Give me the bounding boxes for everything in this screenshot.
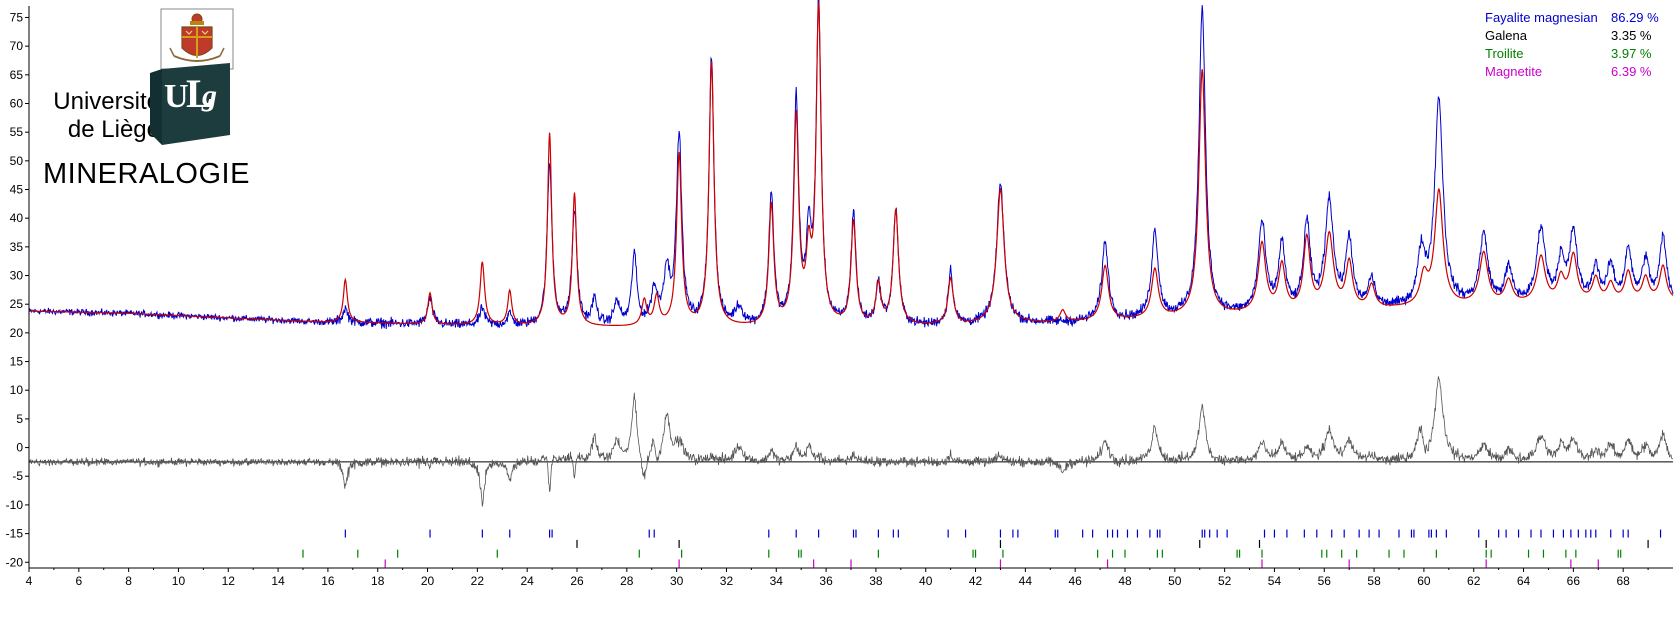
x-tick-label: 66 [1567,574,1581,588]
x-tick-label: 6 [75,574,82,588]
x-tick-label: 22 [471,574,485,588]
y-tick-label: -5 [12,469,23,483]
x-tick-label: 44 [1019,574,1033,588]
x-tick-label: 30 [670,574,684,588]
y-tick-label: 70 [10,39,24,53]
difference-layer [28,376,1674,507]
legend-name: Galena [1485,28,1527,43]
y-tick-label: -20 [6,555,24,569]
x-tick-label: 8 [125,574,132,588]
y-tick-label: 75 [10,10,24,24]
calculated-series-line [29,1,1674,326]
x-tick-label: 36 [819,574,833,588]
svg-text:U: U [164,78,189,115]
series-layer [28,0,1674,330]
x-tick-label: 18 [371,574,385,588]
x-tick-label: 60 [1417,574,1431,588]
y-tick-label: 0 [16,441,23,455]
axes-layer: -20 -15 -10 -5 0 5 10 15 20 25 30 35 40 45 50 55 60 65 70 7… [6,6,1673,588]
reflection-ticks-layer [302,529,1662,568]
x-tick-label: 52 [1218,574,1232,588]
x-tick-label: 56 [1318,574,1332,588]
y-tick-label: 35 [10,240,24,254]
x-tick-label: 62 [1467,574,1481,588]
x-tick-label: 34 [770,574,784,588]
x-tick-label: 32 [720,574,734,588]
y-tick-label: 20 [10,326,24,340]
x-tick-label: 58 [1367,574,1381,588]
x-tick-label: 12 [222,574,236,588]
y-tick-label: 45 [10,183,24,197]
observed-series-line [28,0,1674,330]
legend-name: Magnetite [1485,64,1543,79]
x-tick-label: 20 [421,574,435,588]
legend-percent: 3.97 % [1611,46,1652,61]
x-tick-label: 14 [271,574,285,588]
university-logo: Université de Liège U L g MINERALOGIE [40,8,250,198]
legend-percent: 86.29 % [1611,10,1659,25]
x-tick-label: 42 [969,574,983,588]
x-tick-label: 50 [1168,574,1182,588]
x-tick-label: 4 [26,574,33,588]
legend-name: Fayalite magnesian [1485,10,1598,25]
legend-percent: 6.39 % [1611,64,1652,79]
logo-line-1: Université [53,88,160,115]
x-tick-label: 16 [321,574,335,588]
svg-text:L: L [186,71,213,116]
y-tick-label: 55 [10,125,24,139]
y-tick-label: 50 [10,154,24,168]
x-tick-label: 26 [570,574,584,588]
x-tick-label: 54 [1268,574,1282,588]
legend-name: Troilite [1485,46,1524,61]
x-tick-label: 28 [620,574,634,588]
x-tick-label: 38 [869,574,883,588]
x-tick-label: 64 [1517,574,1531,588]
y-tick-label: 40 [10,211,24,225]
y-tick-label: 30 [10,269,24,283]
department-title: MINERALOGIE [43,158,250,190]
ulg-monogram-icon: U L g [150,63,230,145]
x-tick-label: 68 [1617,574,1631,588]
legend-percent: 3.35 % [1611,28,1652,43]
y-tick-label: 65 [10,68,24,82]
y-tick-label: 5 [16,412,23,426]
y-tick-label: 25 [10,297,24,311]
y-tick-label: 60 [10,96,24,110]
y-tick-label: -10 [6,498,24,512]
x-tick-label: 48 [1118,574,1132,588]
coat-of-arms-icon [160,8,234,70]
x-tick-label: 40 [919,574,933,588]
x-tick-label: 10 [172,574,186,588]
y-tick-label: 10 [10,383,24,397]
y-tick-label: 15 [10,355,24,369]
logo-line-2: de Liège [67,116,160,143]
y-tick-label: -15 [6,527,24,541]
svg-text:g: g [201,79,217,112]
difference-curve [28,376,1674,507]
x-tick-label: 46 [1069,574,1083,588]
x-tick-label: 24 [521,574,535,588]
